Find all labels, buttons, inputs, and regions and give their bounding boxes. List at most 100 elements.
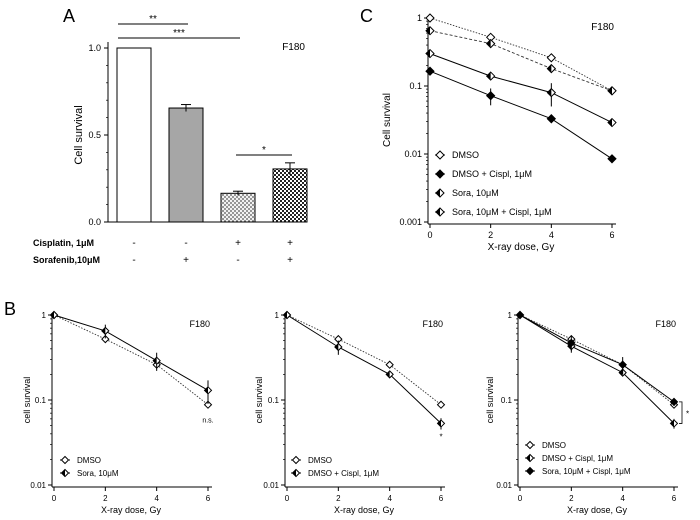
series-3	[425, 26, 617, 96]
treatment-label: Cisplatin, 1μM	[33, 238, 94, 248]
legend-marker	[291, 455, 301, 465]
significance-bracket	[679, 401, 683, 424]
treatment-sign: +	[183, 255, 189, 266]
y-tick-label: 0.5	[88, 130, 101, 140]
y-tick-label: 0.01	[496, 481, 512, 490]
legend-marker-fill	[61, 469, 65, 477]
y-tick-label: 0.01	[30, 481, 46, 490]
cell-line-label: F180	[422, 319, 443, 329]
data-point-outline	[485, 38, 496, 49]
series-line	[429, 53, 613, 124]
series-line	[519, 314, 675, 403]
legend-label: DMSO + Cispl, 1μM	[542, 454, 613, 463]
bar	[116, 47, 152, 223]
legend-label: Sora, 10μM + Cispl, 1μM	[452, 207, 552, 217]
legend: DMSO DMSO + Cispl, 1μM	[291, 455, 379, 478]
legend: DMSO DMSO + Cispl, 1μM Sora, 10μM + Cispl,…	[525, 440, 631, 476]
legend-marker	[60, 455, 70, 465]
legend-marker-fill	[292, 469, 296, 477]
data-point	[669, 419, 679, 428]
series-line	[519, 314, 675, 424]
series-line	[53, 314, 209, 406]
x-axis-label: X-ray dose, Gy	[334, 505, 395, 515]
legend-marker	[291, 468, 301, 478]
data-point	[385, 360, 394, 369]
data-point-fill	[50, 311, 54, 319]
series-2	[49, 310, 213, 404]
data-point-outline	[607, 86, 617, 96]
legend-marker-outline	[435, 188, 445, 198]
significance-label: *	[686, 410, 689, 419]
data-point-fill	[547, 88, 552, 97]
y-tick-label: 1	[417, 13, 422, 23]
x-axis-label: X-ray dose, Gy	[488, 242, 555, 253]
y-axis-label: cell survival	[254, 377, 264, 424]
significance-label: *	[262, 145, 266, 156]
legend-label: DMSO	[77, 456, 101, 465]
data-point-fill	[670, 419, 674, 427]
y-axis-label: Cell survival	[382, 93, 393, 147]
data-point	[203, 386, 213, 395]
data-point	[607, 154, 617, 164]
y-tick-label: 1.0	[88, 43, 101, 53]
data-point-fill	[437, 419, 441, 427]
data-point	[425, 13, 435, 23]
data-point	[485, 90, 496, 101]
series-2	[425, 66, 617, 164]
legend-marker-outline	[60, 468, 70, 478]
series-1	[49, 310, 213, 409]
legend-marker	[525, 440, 535, 450]
series-line	[519, 314, 675, 406]
legend-marker-fill	[436, 208, 440, 216]
x-tick-label: 2	[336, 494, 341, 503]
data-point	[282, 310, 292, 320]
series-line	[286, 314, 442, 424]
significance-label: n.s.	[202, 418, 213, 425]
legend-marker	[525, 453, 535, 463]
series-2	[282, 310, 446, 430]
data-point-outline	[436, 419, 446, 428]
data-point-fill	[334, 343, 339, 351]
data-point-outline	[546, 87, 557, 98]
data-point-fill	[204, 386, 208, 394]
cell-line-label: F180	[591, 22, 614, 33]
significance-label: **	[149, 14, 157, 25]
x-tick-label: 0	[52, 494, 57, 503]
series-2	[515, 310, 679, 429]
treatment-sign: -	[132, 255, 135, 266]
cell-line-label: F180	[655, 319, 676, 329]
x-axis-label: X-ray dose, Gy	[567, 505, 628, 515]
data-point	[49, 310, 59, 320]
data-point	[669, 397, 679, 407]
legend-marker	[525, 466, 535, 476]
legend-label: Sora, 10μM	[452, 188, 499, 198]
bar	[272, 168, 308, 223]
data-point	[385, 370, 394, 379]
x-tick-label: 4	[387, 494, 392, 503]
y-tick-label: 1	[275, 311, 280, 320]
data-point	[607, 86, 617, 96]
data-point-fill	[153, 357, 157, 365]
line-chart-panel-b3: 0.01 0.1 1 0 2 4 6 X-ray dose, Gy cell survival F…	[485, 310, 689, 515]
legend-label: Sora, 10μM + Cispl, 1μM	[542, 467, 631, 476]
legend-marker	[435, 207, 445, 217]
panel-label-a: A	[63, 6, 75, 26]
data-point	[546, 114, 557, 124]
data-point	[436, 400, 446, 409]
data-point-outline	[203, 386, 213, 395]
data-point-outline	[669, 419, 679, 428]
x-tick-label: 6	[206, 494, 211, 503]
legend-label: Sora, 10μM	[77, 469, 119, 478]
series-4	[425, 48, 617, 128]
y-tick-label: 0.1	[268, 396, 280, 405]
data-point	[546, 87, 557, 98]
x-tick-label: 0	[285, 494, 290, 503]
legend-marker-outline	[435, 207, 445, 217]
legend-marker-fill	[436, 189, 440, 197]
bar	[220, 192, 256, 223]
data-point-outline	[607, 117, 617, 128]
legend-label: DMSO	[452, 150, 479, 160]
legend-label: DMSO	[542, 441, 566, 450]
x-tick-label: 2	[103, 494, 108, 503]
data-point	[425, 48, 435, 59]
